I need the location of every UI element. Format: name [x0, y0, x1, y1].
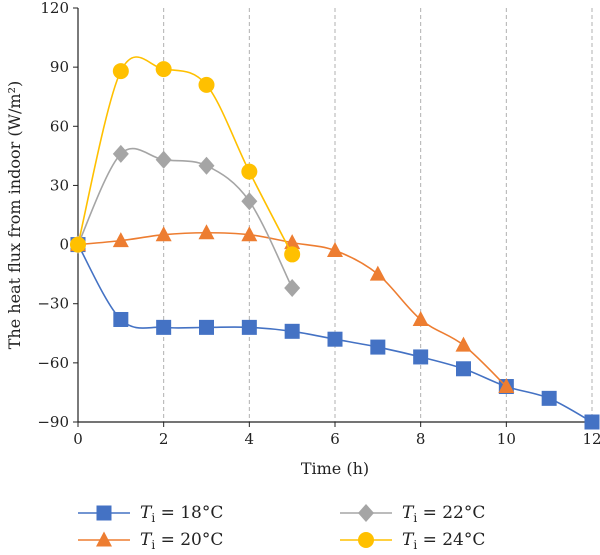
x-tick-label: 10	[497, 430, 516, 448]
data-point-2-1	[112, 144, 129, 163]
data-point-2-5	[284, 278, 301, 297]
data-point-3-0	[70, 236, 86, 253]
data-point-0-2	[156, 319, 172, 335]
data-point-3-1	[112, 63, 129, 80]
legend-item-2: Ti = 22°C	[340, 503, 485, 525]
data-point-0-11	[541, 390, 557, 406]
y-axis-title: The heat flux from indoor (W/m²)	[5, 81, 24, 349]
y-tick-label: −30	[37, 295, 69, 313]
x-tick-label: 6	[330, 430, 340, 448]
data-point-2-3	[198, 156, 215, 175]
legend-item-3: Ti = 24°C	[340, 530, 485, 552]
legend-item-0: Ti = 18°C	[78, 503, 223, 525]
data-point-1-9	[455, 336, 472, 352]
data-point-2-2	[155, 150, 172, 169]
data-point-1-3	[198, 224, 215, 240]
data-point-1-1	[112, 232, 129, 248]
data-point-0-4	[241, 319, 257, 335]
data-point-3-5	[284, 246, 301, 263]
y-tick-label: 30	[50, 176, 69, 194]
legend-label-2: Ti = 22°C	[402, 503, 485, 525]
y-tick-label: 120	[40, 0, 69, 17]
legend-marker-0	[96, 505, 112, 521]
data-point-3-2	[155, 61, 172, 78]
series-layer	[70, 56, 600, 430]
y-tick-label: −90	[37, 413, 69, 431]
data-point-0-7	[370, 339, 386, 355]
legend-item-1: Ti = 20°C	[78, 530, 223, 552]
x-tick-label: 12	[582, 430, 600, 448]
data-point-0-1	[113, 311, 129, 327]
data-point-3-3	[198, 76, 215, 93]
legend-label-0: Ti = 18°C	[140, 503, 223, 525]
legend-marker-1	[96, 531, 112, 547]
data-point-0-5	[284, 323, 300, 339]
data-point-2-4	[241, 192, 258, 211]
series-2	[70, 144, 301, 297]
x-tick-label: 0	[73, 430, 83, 448]
data-point-0-8	[413, 349, 429, 365]
series-3	[70, 56, 301, 263]
legend-marker-2	[358, 504, 374, 522]
y-tick-label: 0	[59, 236, 69, 254]
grid-lines	[163, 8, 593, 422]
y-tick-label: 60	[50, 117, 69, 135]
data-point-0-9	[456, 361, 471, 377]
legend-label-1: Ti = 20°C	[140, 530, 223, 552]
data-point-1-6	[327, 241, 343, 257]
legend: Ti = 18°C Ti = 20°C Ti = 22°C Ti = 24°C	[78, 503, 485, 552]
data-point-0-3	[199, 319, 214, 335]
series-line-2	[77, 147, 293, 289]
data-point-0-6	[327, 331, 343, 347]
data-point-1-4	[241, 226, 258, 242]
x-tick-label: 4	[245, 430, 255, 448]
y-tick-label: 90	[50, 58, 69, 76]
data-point-1-8	[412, 310, 429, 326]
axes	[73, 7, 593, 427]
data-point-1-10	[498, 378, 515, 394]
y-tick-label: −60	[37, 354, 69, 372]
x-tick-label: 2	[159, 430, 169, 448]
legend-label-3: Ti = 24°C	[402, 530, 485, 552]
data-point-1-7	[369, 265, 386, 281]
x-axis-title: Time (h)	[301, 459, 369, 478]
legend-marker-3	[358, 532, 374, 548]
data-point-1-2	[155, 226, 172, 242]
x-tick-label: 8	[416, 430, 426, 448]
data-point-0-12	[584, 414, 600, 430]
data-point-3-4	[241, 163, 258, 180]
series-line-3	[77, 56, 293, 255]
